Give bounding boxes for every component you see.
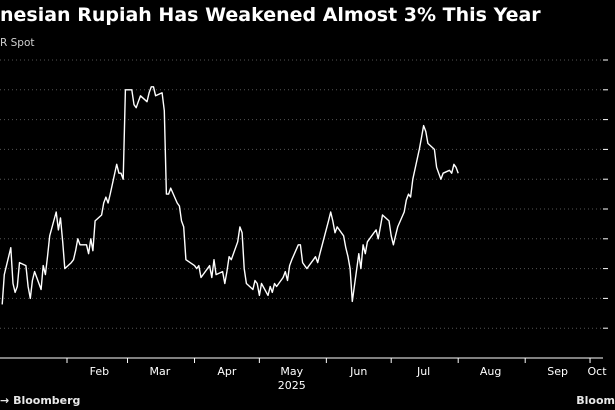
x-tick-label: Feb bbox=[90, 365, 109, 378]
x-tick-label: Mar bbox=[150, 365, 171, 378]
x-tick-labels: Feb Mar Apr May Jun Jul Aug Sep Oct bbox=[90, 365, 608, 378]
series-layer bbox=[1, 86, 459, 305]
x-tick-label: Jun bbox=[349, 365, 367, 378]
chart-title: nesian Rupiah Has Weakened Almost 3% Thi… bbox=[0, 4, 541, 26]
x-tick-label: Oct bbox=[587, 365, 607, 378]
x-tick-label: Apr bbox=[217, 365, 237, 378]
x-tick-label: Sep bbox=[547, 365, 568, 378]
x-tick-label: Jul bbox=[416, 365, 430, 378]
arrow-icon: → bbox=[0, 394, 10, 407]
chart-subtitle: R Spot bbox=[0, 37, 35, 49]
x-tick-label: May bbox=[280, 365, 303, 378]
x-tick-label: Aug bbox=[480, 365, 501, 378]
y-tick-marks bbox=[603, 59, 608, 329]
gridlines bbox=[0, 59, 603, 329]
x-axis bbox=[0, 357, 603, 363]
bloomberg-logo: Bloom bbox=[576, 394, 615, 407]
source-credit: → Bloomberg bbox=[0, 394, 80, 407]
source-credit-text: Bloomberg bbox=[13, 394, 81, 407]
series-line bbox=[1, 86, 459, 305]
x-year-label: 2025 bbox=[278, 379, 306, 392]
